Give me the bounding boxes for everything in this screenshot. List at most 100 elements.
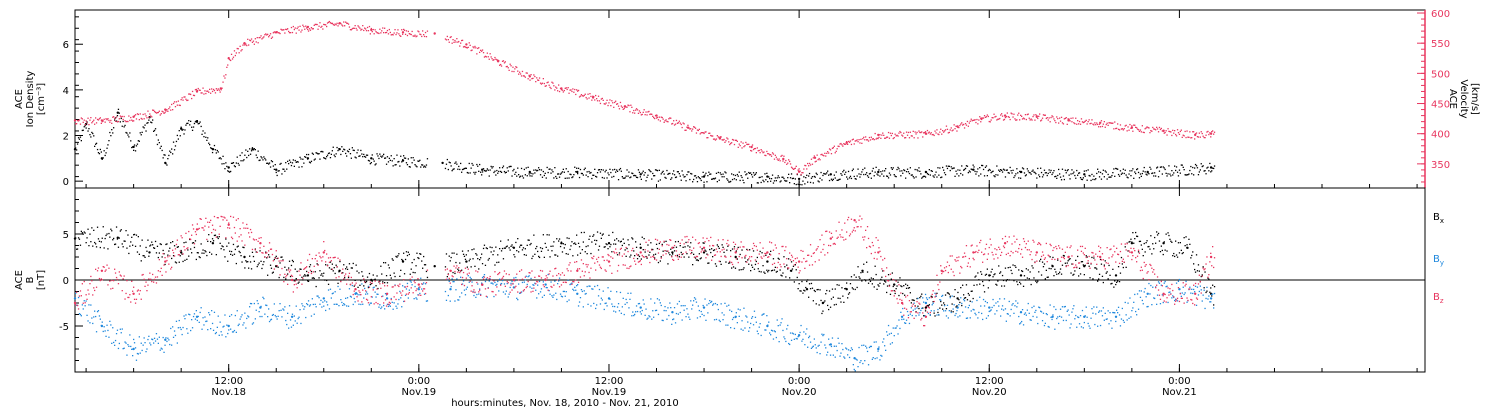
data-point-velocity (390, 34, 392, 36)
data-point-Bx (250, 268, 253, 270)
data-point-velocity (711, 135, 713, 137)
data-point-By (759, 323, 761, 325)
data-point-velocity (360, 29, 362, 31)
data-point-By (80, 315, 82, 317)
data-point-velocity (646, 114, 648, 116)
data-point-density (292, 159, 294, 161)
data-point-density (249, 153, 252, 155)
data-point-velocity (681, 126, 683, 129)
data-point-density (768, 176, 770, 178)
data-point-density (306, 153, 308, 156)
data-point-Bx (324, 279, 326, 281)
data-point-velocity (133, 120, 135, 122)
data-point-By (613, 310, 615, 312)
data-point-Bx (411, 262, 413, 264)
data-point-density (735, 179, 737, 181)
data-point-velocity (401, 31, 405, 34)
data-point-density (310, 160, 313, 162)
data-point-Bx (1207, 277, 1209, 279)
data-point-Bx (107, 248, 109, 250)
data-point-Bx (829, 306, 832, 308)
data-point-By (323, 305, 325, 307)
data-point-velocity (1051, 115, 1053, 117)
data-point-velocity (1040, 120, 1042, 122)
data-point-velocity (1165, 130, 1167, 132)
data-point-By (813, 338, 815, 340)
data-point-velocity (385, 31, 388, 34)
data-point-Bx (931, 296, 933, 298)
data-point-velocity (275, 31, 278, 34)
data-point-density (759, 176, 761, 178)
data-point-Bx (1058, 273, 1060, 275)
data-point-density (923, 175, 925, 177)
data-point-density (947, 165, 949, 167)
data-point-Bx (507, 239, 509, 241)
data-point-By (271, 314, 274, 316)
data-point-velocity (1071, 121, 1073, 123)
data-point-Bx (199, 256, 201, 259)
data-point-Bx (902, 292, 904, 295)
data-point-Bx (537, 250, 539, 253)
data-point-Bx (850, 276, 853, 278)
data-point-Bx (307, 280, 310, 282)
data-point-By (599, 303, 602, 305)
data-point-By (211, 322, 214, 325)
data-point-velocity (1008, 116, 1010, 118)
data-point-velocity (567, 87, 569, 89)
data-point-Bx (1031, 265, 1033, 267)
data-point-By (251, 323, 254, 325)
data-point-By (532, 284, 534, 286)
data-point-velocity (172, 109, 174, 111)
data-point-Bx (362, 275, 364, 277)
data-point-density (1207, 166, 1209, 168)
data-point-density (1166, 175, 1168, 177)
data-point-density (90, 136, 92, 138)
data-point-density (506, 167, 508, 169)
data-point-Bx (848, 292, 851, 294)
data-point-density (1130, 175, 1132, 177)
data-point-By (272, 313, 274, 316)
data-point-Bx (1014, 265, 1016, 267)
data-point-Bx (981, 273, 983, 275)
data-point-Bx (114, 243, 116, 246)
data-point-Bx (972, 297, 974, 300)
data-point-By (527, 276, 529, 278)
data-point-velocity (494, 56, 496, 59)
data-point-density (753, 174, 756, 176)
data-point-By (869, 345, 872, 348)
data-point-Bx (102, 226, 104, 228)
data-point-velocity (678, 120, 680, 122)
data-point-By (650, 298, 652, 300)
data-point-density (1173, 172, 1175, 174)
data-point-velocity (993, 113, 995, 115)
data-point-Bx (1079, 273, 1082, 275)
data-point-density (229, 171, 231, 173)
data-point-By (381, 306, 383, 308)
data-point-velocity (522, 75, 525, 77)
data-point-density (511, 175, 513, 177)
data-point-By (1095, 313, 1097, 315)
data-point-density (777, 175, 779, 177)
data-point-By (728, 304, 730, 306)
data-point-density (213, 144, 216, 147)
data-point-velocity (581, 95, 583, 97)
data-point-By (133, 338, 135, 341)
data-point-density (841, 174, 843, 176)
data-point-By (384, 293, 387, 295)
data-point-density (235, 162, 237, 164)
data-point-density (924, 175, 926, 177)
data-point-Bx (766, 269, 768, 271)
data-point-density (147, 122, 149, 124)
data-point-Bx (160, 243, 162, 246)
data-point-By (800, 324, 802, 327)
data-point-Bx (842, 295, 844, 297)
data-point-velocity (78, 119, 81, 121)
data-point-velocity (1088, 119, 1090, 121)
data-point-Bx (810, 282, 813, 285)
data-point-Bx (1160, 245, 1162, 247)
data-point-Bx (1006, 279, 1008, 281)
data-point-velocity (526, 72, 528, 74)
data-point-velocity (227, 57, 230, 60)
data-point-velocity (491, 58, 493, 60)
data-point-Bx (589, 235, 591, 237)
